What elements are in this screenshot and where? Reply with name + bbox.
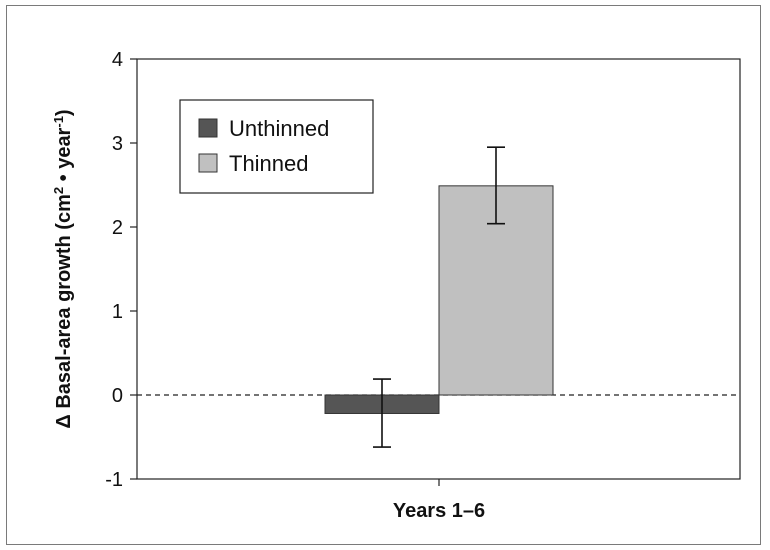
y-tick-label: 2: [112, 217, 123, 239]
legend-label-thinned: Thinned: [229, 151, 309, 176]
legend-swatch-thinned: [198, 153, 218, 173]
y-axis-label-sup2: -1: [51, 116, 66, 128]
x-axis-label: Years 1–6: [393, 500, 485, 522]
y-axis-label-suffix: ): [53, 109, 75, 116]
chart-frame: [6, 5, 761, 545]
legend: Unthinned Thinned: [179, 99, 374, 194]
y-axis-label-sup1: 2: [51, 187, 66, 194]
y-tick-label: 3: [112, 133, 123, 155]
x-axis: Years 1–6: [393, 479, 485, 522]
legend-box: [179, 99, 374, 194]
y-axis: -1 0 1 2 3 4: [105, 49, 137, 491]
y-tick-label: 1: [112, 301, 123, 323]
y-tick-label: 4: [112, 49, 123, 71]
error-bar-unthinned: [373, 378, 391, 448]
bars: [324, 185, 554, 414]
error-bar-thinned: [487, 146, 505, 225]
legend-swatch-unthinned: [198, 118, 218, 138]
error-bars: [373, 146, 505, 448]
y-tick-label: -1: [105, 469, 123, 491]
y-axis-label-prefix: Δ Basal-area growth (cm: [53, 194, 75, 428]
y-axis-label-middle: • year: [53, 127, 75, 186]
legend-label-unthinned: Unthinned: [229, 116, 329, 141]
y-tick-label: 0: [112, 385, 123, 407]
y-axis-label: Δ Basal-area growth (cm2 • year-1): [51, 109, 75, 428]
